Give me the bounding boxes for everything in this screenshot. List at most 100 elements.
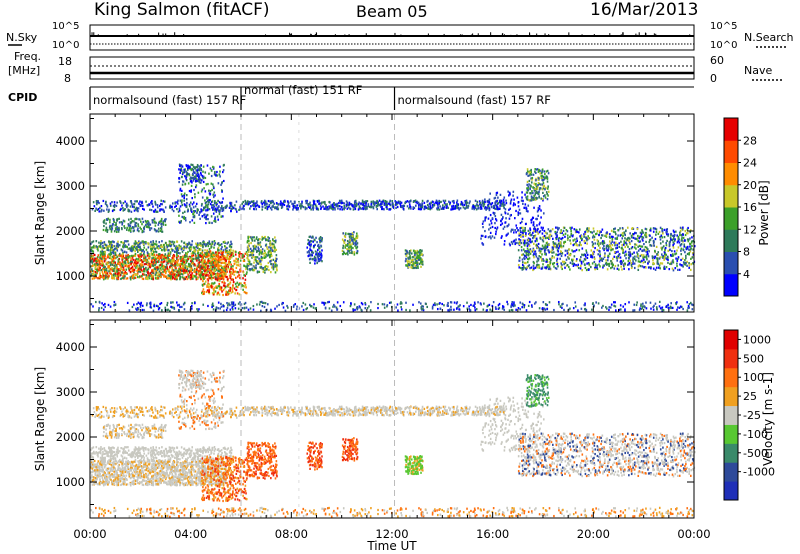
power-cell bbox=[478, 200, 481, 203]
power-cell bbox=[537, 242, 540, 246]
power-cell bbox=[113, 219, 115, 222]
power-cell bbox=[188, 262, 190, 266]
power-cell bbox=[201, 267, 203, 271]
power-cell bbox=[201, 273, 204, 276]
power-cell bbox=[201, 290, 204, 293]
power-cell bbox=[527, 185, 530, 188]
power-cell bbox=[113, 257, 116, 260]
power-cell bbox=[106, 248, 109, 251]
power-cell bbox=[143, 257, 145, 260]
power-cell bbox=[480, 207, 483, 210]
power-cell bbox=[549, 257, 551, 260]
power-cell bbox=[216, 272, 219, 275]
power-cell bbox=[203, 277, 205, 280]
power-cell bbox=[245, 265, 247, 268]
power-cell bbox=[208, 247, 211, 251]
power-cell bbox=[204, 273, 207, 277]
power-cell bbox=[133, 254, 136, 257]
power-cell bbox=[105, 276, 107, 279]
power-cell bbox=[345, 244, 347, 247]
power-cell bbox=[665, 231, 668, 234]
power-cell bbox=[157, 260, 160, 263]
power-cell bbox=[352, 208, 355, 211]
power-cell bbox=[452, 199, 455, 203]
power-cell bbox=[129, 275, 132, 279]
power-cell bbox=[215, 204, 218, 207]
power-cell bbox=[192, 251, 194, 254]
power-cell bbox=[185, 265, 187, 268]
power-cell bbox=[180, 267, 183, 270]
power-cell bbox=[508, 242, 511, 245]
power-cell bbox=[564, 249, 567, 252]
power-cell bbox=[616, 237, 618, 241]
power-cell bbox=[645, 266, 647, 269]
power-cell bbox=[135, 266, 137, 269]
power-cell bbox=[220, 274, 223, 277]
power-cell bbox=[579, 243, 581, 246]
power-cell bbox=[349, 247, 351, 250]
power-cell bbox=[417, 266, 419, 270]
power-cell bbox=[112, 268, 114, 271]
power-cell bbox=[407, 260, 409, 263]
power-cell bbox=[167, 252, 170, 255]
power-cell bbox=[111, 243, 113, 247]
power-cell bbox=[537, 206, 540, 210]
power-cell bbox=[304, 208, 307, 211]
power-cell bbox=[665, 266, 668, 269]
power-cell bbox=[96, 245, 98, 249]
power-cell bbox=[526, 187, 528, 190]
power-cell bbox=[181, 250, 184, 253]
power-cell bbox=[622, 234, 624, 237]
power-cell bbox=[599, 257, 601, 260]
power-cell bbox=[200, 273, 203, 277]
power-cell bbox=[235, 200, 238, 203]
power-cell bbox=[604, 234, 606, 237]
power-cell bbox=[145, 224, 147, 227]
power-cell bbox=[501, 202, 503, 205]
power-cell bbox=[194, 250, 196, 253]
power-cell bbox=[247, 200, 249, 203]
power-cell bbox=[199, 265, 202, 268]
power-cell bbox=[212, 282, 215, 285]
power-cell bbox=[635, 243, 638, 246]
power-cell bbox=[685, 232, 688, 235]
power-cell bbox=[98, 260, 101, 263]
power-cell bbox=[134, 242, 137, 245]
power-cell bbox=[147, 254, 149, 257]
power-cell bbox=[537, 214, 540, 217]
power-cell bbox=[270, 243, 273, 246]
power-cell bbox=[136, 275, 139, 279]
power-cell bbox=[356, 236, 359, 239]
power-cell bbox=[139, 259, 141, 262]
power-cell bbox=[125, 263, 128, 267]
power-cell bbox=[554, 242, 557, 245]
power-cell bbox=[429, 208, 432, 211]
power-cell bbox=[537, 227, 539, 231]
power-cell bbox=[306, 246, 309, 249]
power-cell bbox=[520, 199, 523, 202]
power-cell bbox=[169, 265, 171, 269]
power-cell bbox=[262, 256, 264, 259]
power-cell bbox=[146, 276, 149, 279]
power-cell bbox=[320, 254, 323, 257]
power-cell bbox=[442, 207, 445, 210]
power-cell bbox=[150, 240, 152, 244]
power-cell bbox=[252, 247, 255, 250]
power-cell bbox=[685, 248, 688, 251]
power-cell bbox=[247, 268, 249, 271]
power-cell bbox=[165, 218, 167, 221]
power-cell bbox=[115, 223, 118, 226]
power-cell bbox=[226, 278, 229, 281]
power-cell bbox=[136, 229, 139, 232]
power-cell bbox=[140, 255, 142, 258]
power-cell bbox=[151, 247, 154, 250]
power-cell bbox=[99, 272, 101, 275]
power-cell bbox=[530, 173, 533, 176]
power-cell bbox=[92, 263, 95, 267]
power-cell bbox=[671, 249, 673, 253]
power-cell bbox=[527, 174, 529, 177]
power-cell bbox=[487, 199, 490, 203]
power-cell bbox=[124, 260, 127, 263]
power-cell bbox=[131, 219, 134, 223]
power-cell bbox=[138, 259, 140, 262]
